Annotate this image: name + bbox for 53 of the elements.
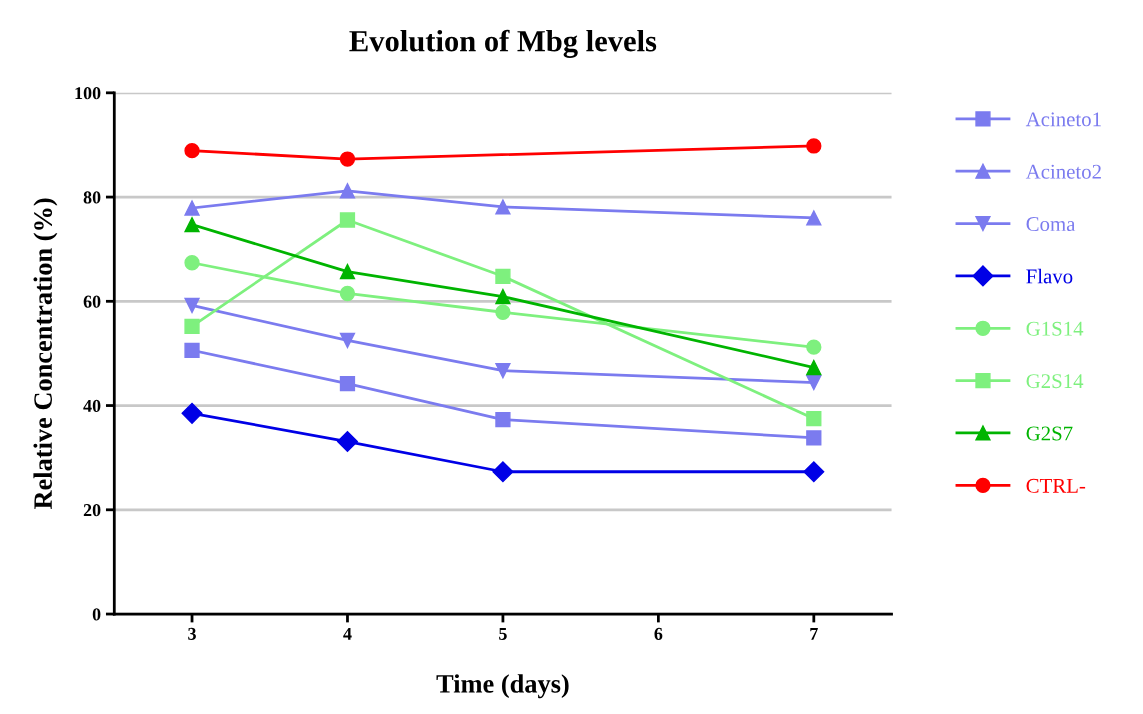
point bbox=[495, 288, 511, 305]
point bbox=[495, 304, 511, 320]
point bbox=[492, 461, 514, 483]
y-tick-label: 100 bbox=[75, 87, 101, 100]
y-tick-label: 40 bbox=[83, 399, 101, 412]
point bbox=[184, 297, 200, 314]
legend-label: Acineto1 bbox=[1025, 112, 1101, 127]
y-tick-label: 0 bbox=[92, 608, 101, 621]
point bbox=[336, 431, 358, 453]
legend-label: Flavo bbox=[1026, 268, 1073, 284]
legend-label: G2S14 bbox=[1026, 374, 1084, 389]
legend-label: Coma bbox=[1026, 217, 1076, 232]
point bbox=[184, 255, 200, 271]
point bbox=[495, 268, 511, 284]
point bbox=[339, 332, 356, 349]
x-tick-label: 5 bbox=[499, 627, 507, 640]
point bbox=[806, 374, 822, 391]
x-tick-label: 3 bbox=[188, 627, 196, 640]
x-axis-title: Time (days) bbox=[436, 674, 569, 699]
legend-label: Acineto2 bbox=[1025, 164, 1101, 179]
point bbox=[806, 359, 822, 376]
x-tick-label: 6 bbox=[654, 627, 663, 640]
y-tick-label: 60 bbox=[83, 295, 101, 308]
x-tick-label: 4 bbox=[343, 627, 352, 640]
point bbox=[184, 200, 200, 216]
legend-label: G1S14 bbox=[1026, 321, 1084, 336]
point bbox=[806, 138, 822, 154]
point bbox=[495, 411, 511, 428]
point bbox=[339, 263, 356, 280]
point bbox=[339, 212, 356, 228]
point bbox=[184, 342, 200, 358]
point bbox=[339, 183, 356, 199]
point bbox=[184, 217, 200, 233]
point bbox=[806, 430, 822, 446]
point bbox=[806, 339, 822, 355]
legend-label: G2S7 bbox=[1026, 426, 1073, 441]
point bbox=[184, 143, 200, 159]
point bbox=[495, 199, 511, 215]
y-tick-label: 20 bbox=[83, 504, 101, 517]
x-tick-label: 7 bbox=[810, 627, 818, 640]
point bbox=[339, 151, 356, 167]
point bbox=[184, 318, 200, 334]
chart-title: Evolution of Mbg levels bbox=[349, 29, 657, 58]
point bbox=[806, 210, 822, 226]
point bbox=[806, 410, 822, 427]
y-tick-label: 80 bbox=[83, 191, 101, 204]
point bbox=[181, 402, 203, 424]
point bbox=[803, 461, 825, 483]
legend-label: CTRL- bbox=[1026, 478, 1086, 493]
point bbox=[339, 376, 356, 392]
point bbox=[339, 285, 356, 302]
y-axis-title: Relative Concentration (%) bbox=[33, 198, 58, 510]
point bbox=[495, 362, 511, 379]
